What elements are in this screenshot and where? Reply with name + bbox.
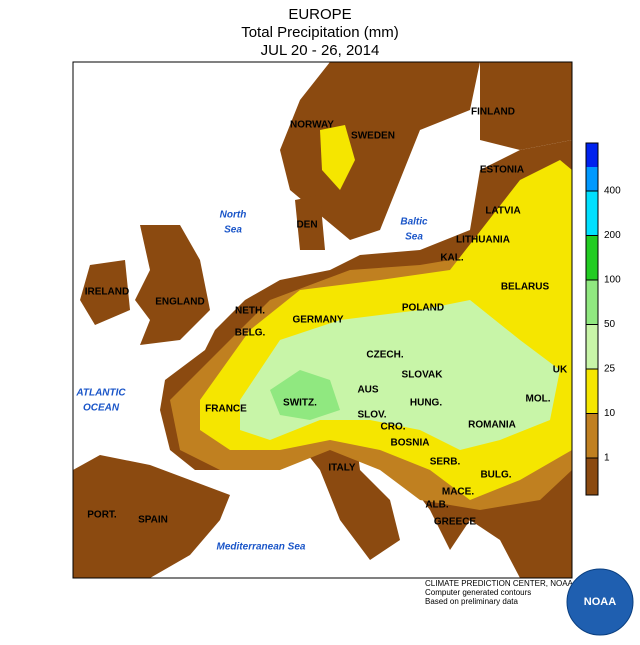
sea-label: Baltic [400,217,428,228]
subtitle: Total Precipitation (mm) [241,24,399,41]
country-label: SERB. [430,457,461,468]
sea-label: ATLANTIC [75,388,126,399]
legend-swatch [586,235,598,280]
country-label: SWEDEN [351,131,395,142]
country-label: ROMANIA [468,420,516,431]
legend-label: 10 [604,408,616,419]
sea-label: Sea [224,225,242,236]
country-label: BELG. [235,328,266,339]
credit: Computer generated contours [425,588,531,597]
legend-swatch [586,413,598,458]
country-label: SLOV. [357,410,386,421]
country-label: POLAND [402,303,444,314]
sea-label: North [220,210,247,221]
country-label: SLOVAK [402,370,444,381]
country-label: GERMANY [292,315,343,326]
credit: Based on preliminary data [425,597,518,606]
legend-label: 100 [604,275,621,286]
sea-label: Sea [405,232,423,243]
sea-label: OCEAN [83,403,120,414]
legend-frame [585,142,599,496]
sea-label: Mediterranean Sea [217,542,306,553]
map [72,61,573,579]
country-label: BOSNIA [391,438,430,449]
country-label: CRO. [381,422,406,433]
legend-label: 200 [604,230,621,241]
country-label: SPAIN [138,515,168,526]
legend-swatch [586,324,598,369]
country-label: UK [553,365,568,376]
country-label: ESTONIA [480,165,524,176]
dates: JUL 20 - 26, 2014 [261,42,380,59]
logo-text: NOAA [584,596,616,608]
country-label: BULG. [480,470,511,481]
legend-swatch [586,167,598,191]
map-frame [72,61,573,579]
country-label: LATVIA [485,206,520,217]
country-label: GREECE [434,517,477,528]
legend-swatch [586,458,598,495]
country-label: SWITZ. [283,398,317,409]
legend-swatch [586,369,598,414]
legend-swatch [586,143,598,167]
country-label: LITHUANIA [456,235,510,246]
country-label: DEN [296,220,317,231]
title: EUROPE [288,6,351,23]
country-label: KAL. [440,253,464,264]
country-label: CZECH. [366,350,403,361]
country-label: HUNG. [410,398,442,409]
legend-label: 25 [604,364,616,375]
legend-label: 400 [604,186,621,197]
precip-zones [170,125,572,510]
logo [566,568,634,636]
country-label: IRELAND [85,287,129,298]
credit: CLIMATE PREDICTION CENTER, NOAA [425,579,574,588]
country-label: BELARUS [501,282,550,293]
country-label: PORT. [87,510,117,521]
country-label: NETH. [235,306,265,317]
country-label: AUS [357,385,378,396]
country-label: NORWAY [290,120,334,131]
country-label: FRANCE [205,404,247,415]
country-label: ITALY [328,463,356,474]
country-label: MACE. [442,487,474,498]
country-label: MOL. [526,394,551,405]
country-label: ENGLAND [155,297,204,308]
legend-swatch [586,280,598,325]
legend-label: 50 [604,319,616,330]
legend-swatch [586,191,598,236]
country-label: FINLAND [471,107,515,118]
legend-label: 1 [604,453,610,464]
country-label: ALB. [425,500,449,511]
